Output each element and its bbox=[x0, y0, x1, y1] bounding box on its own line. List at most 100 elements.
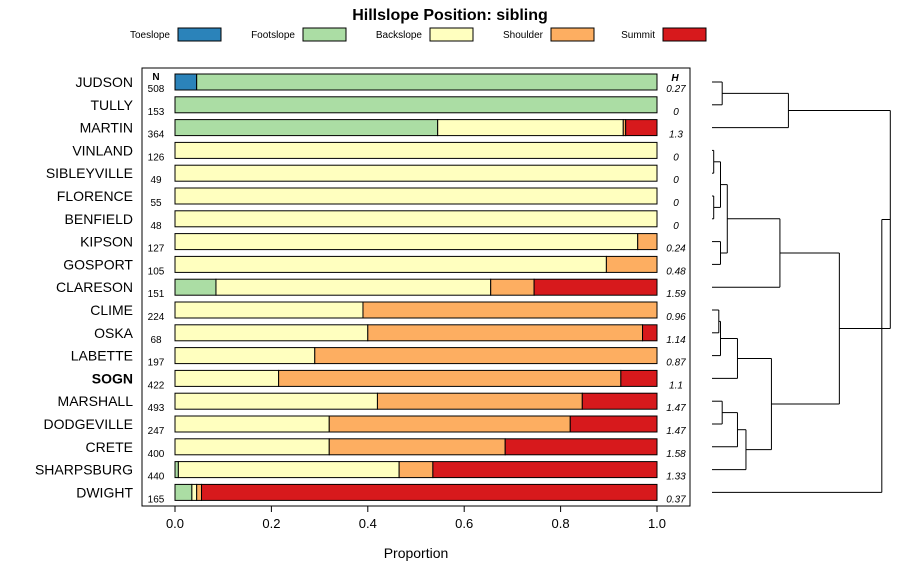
legend-label-toeslope: Toeslope bbox=[130, 30, 170, 41]
n-value-oska: 68 bbox=[150, 335, 162, 346]
bar-segment-sogn-backslope bbox=[174, 369, 280, 387]
h-column-header: H bbox=[671, 73, 679, 84]
legend-label-footslope: Footslope bbox=[251, 30, 295, 41]
row-label-dodgeville: DODGEVILLE bbox=[44, 416, 133, 432]
bar-segment-crete-summit bbox=[504, 438, 658, 456]
bar-segment-dodgeville-shoulder bbox=[328, 415, 571, 433]
bar-segment-sharpsburg-summit bbox=[432, 461, 658, 479]
bar-segment-judson-footslope bbox=[196, 73, 658, 91]
x-axis-label: Proportion bbox=[384, 545, 449, 561]
bar-segment-oska-backslope bbox=[174, 324, 369, 342]
h-value-vinland: 0 bbox=[673, 152, 679, 163]
h-value-dodgeville: 1.47 bbox=[666, 426, 686, 437]
bar-segment-martin-backslope bbox=[437, 119, 624, 137]
row-label-crete: CRETE bbox=[86, 439, 133, 455]
bar-segment-clime-backslope bbox=[174, 301, 364, 319]
row-label-sharpsburg: SHARPSBURG bbox=[35, 462, 133, 478]
legend-swatch-footslope bbox=[302, 27, 347, 42]
row-label-clareson: CLARESON bbox=[56, 279, 133, 295]
bar-segment-vinland-backslope bbox=[174, 141, 658, 159]
bar-segment-marshall-summit bbox=[581, 392, 658, 410]
bar-segment-florence-backslope bbox=[174, 187, 658, 205]
legend-label-summit: Summit bbox=[621, 30, 655, 41]
bar-segment-judson-toeslope bbox=[174, 73, 198, 91]
legend-swatch-summit bbox=[662, 27, 707, 42]
bar-segment-sogn-summit bbox=[620, 369, 658, 387]
row-label-tully: TULLY bbox=[90, 97, 133, 113]
legend-swatch-shoulder bbox=[550, 27, 595, 42]
bar-segment-dwight-summit bbox=[201, 483, 658, 501]
bar-segment-clareson-backslope bbox=[215, 278, 492, 296]
bar-segment-labette-backslope bbox=[174, 347, 316, 365]
h-value-benfield: 0 bbox=[673, 221, 679, 232]
row-label-martin: MARTIN bbox=[80, 120, 133, 136]
bar-segment-benfield-backslope bbox=[174, 210, 658, 228]
h-value-dwight: 0.37 bbox=[666, 494, 686, 505]
bar-segment-gosport-shoulder bbox=[605, 255, 658, 273]
row-label-judson: JUDSON bbox=[75, 74, 133, 90]
legend-label-backslope: Backslope bbox=[376, 30, 423, 41]
bar-segment-labette-shoulder bbox=[314, 347, 658, 365]
bar-segment-gosport-backslope bbox=[174, 255, 607, 273]
chart-title: Hillslope Position: sibling bbox=[352, 7, 548, 24]
h-value-sharpsburg: 1.33 bbox=[666, 472, 686, 483]
row-label-gosport: GOSPORT bbox=[63, 256, 133, 272]
n-value-clareson: 151 bbox=[148, 289, 165, 300]
n-value-tully: 153 bbox=[148, 107, 165, 118]
row-label-benfield: BENFIELD bbox=[65, 211, 133, 227]
x-tick-label: 0.2 bbox=[262, 516, 280, 531]
x-tick-label: 0.6 bbox=[455, 516, 473, 531]
x-tick-label: 1.0 bbox=[648, 516, 666, 531]
legend: Toeslope Footslope Backslope Shoulder Summit bbox=[130, 27, 707, 42]
n-value-martin: 364 bbox=[148, 130, 165, 141]
row-label-clime: CLIME bbox=[90, 302, 133, 318]
row-label-kipson: KIPSON bbox=[80, 234, 133, 250]
legend-label-shoulder: Shoulder bbox=[503, 30, 544, 41]
n-value-vinland: 126 bbox=[148, 152, 165, 163]
bar-segment-oska-summit bbox=[642, 324, 658, 342]
bar-segment-sharpsburg-footslope bbox=[174, 461, 179, 479]
bar-segment-sibleyville-backslope bbox=[174, 164, 658, 182]
h-value-tully: 0 bbox=[673, 107, 679, 118]
bar-segment-sogn-shoulder bbox=[278, 369, 622, 387]
h-value-clareson: 1.59 bbox=[666, 289, 686, 300]
h-value-oska: 1.14 bbox=[666, 335, 686, 346]
bar-segment-sharpsburg-shoulder bbox=[398, 461, 434, 479]
h-value-kipson: 0.24 bbox=[666, 244, 686, 255]
x-tick-label: 0.4 bbox=[359, 516, 377, 531]
x-tick-label: 0.8 bbox=[552, 516, 570, 531]
bar-segment-kipson-backslope bbox=[174, 233, 639, 251]
h-value-clime: 0.96 bbox=[666, 312, 686, 323]
n-value-marshall: 493 bbox=[148, 403, 165, 414]
bar-segment-clareson-shoulder bbox=[490, 278, 535, 296]
bar-segment-tully-footslope bbox=[174, 96, 658, 114]
bar-segment-marshall-backslope bbox=[174, 392, 378, 410]
h-value-judson: 0.27 bbox=[666, 84, 686, 95]
row-label-labette: LABETTE bbox=[71, 348, 133, 364]
row-label-sogn: SOGN bbox=[92, 370, 133, 386]
bar-segment-kipson-shoulder bbox=[637, 233, 658, 251]
n-value-labette: 197 bbox=[148, 358, 165, 369]
n-value-clime: 224 bbox=[148, 312, 165, 323]
bar-segment-dwight-shoulder bbox=[196, 483, 203, 501]
n-value-dwight: 165 bbox=[148, 494, 165, 505]
bar-segment-dodgeville-backslope bbox=[174, 415, 330, 433]
n-value-gosport: 105 bbox=[148, 266, 165, 277]
bar-segment-sharpsburg-backslope bbox=[177, 461, 400, 479]
plot-frame bbox=[141, 67, 691, 507]
bar-segment-crete-shoulder bbox=[328, 438, 506, 456]
h-value-gosport: 0.48 bbox=[666, 266, 686, 277]
bar-segment-clareson-footslope bbox=[174, 278, 217, 296]
bar-segment-crete-backslope bbox=[174, 438, 330, 456]
h-value-labette: 0.87 bbox=[666, 358, 686, 369]
n-value-sharpsburg: 440 bbox=[148, 472, 165, 483]
h-value-marshall: 1.47 bbox=[666, 403, 686, 414]
row-label-florence: FLORENCE bbox=[57, 188, 133, 204]
dendrogram bbox=[712, 81, 891, 493]
n-value-kipson: 127 bbox=[148, 244, 165, 255]
bar-segment-martin-summit bbox=[625, 119, 658, 137]
n-value-judson: 508 bbox=[148, 84, 165, 95]
bar-segment-martin-footslope bbox=[174, 119, 439, 137]
h-value-florence: 0 bbox=[673, 198, 679, 209]
